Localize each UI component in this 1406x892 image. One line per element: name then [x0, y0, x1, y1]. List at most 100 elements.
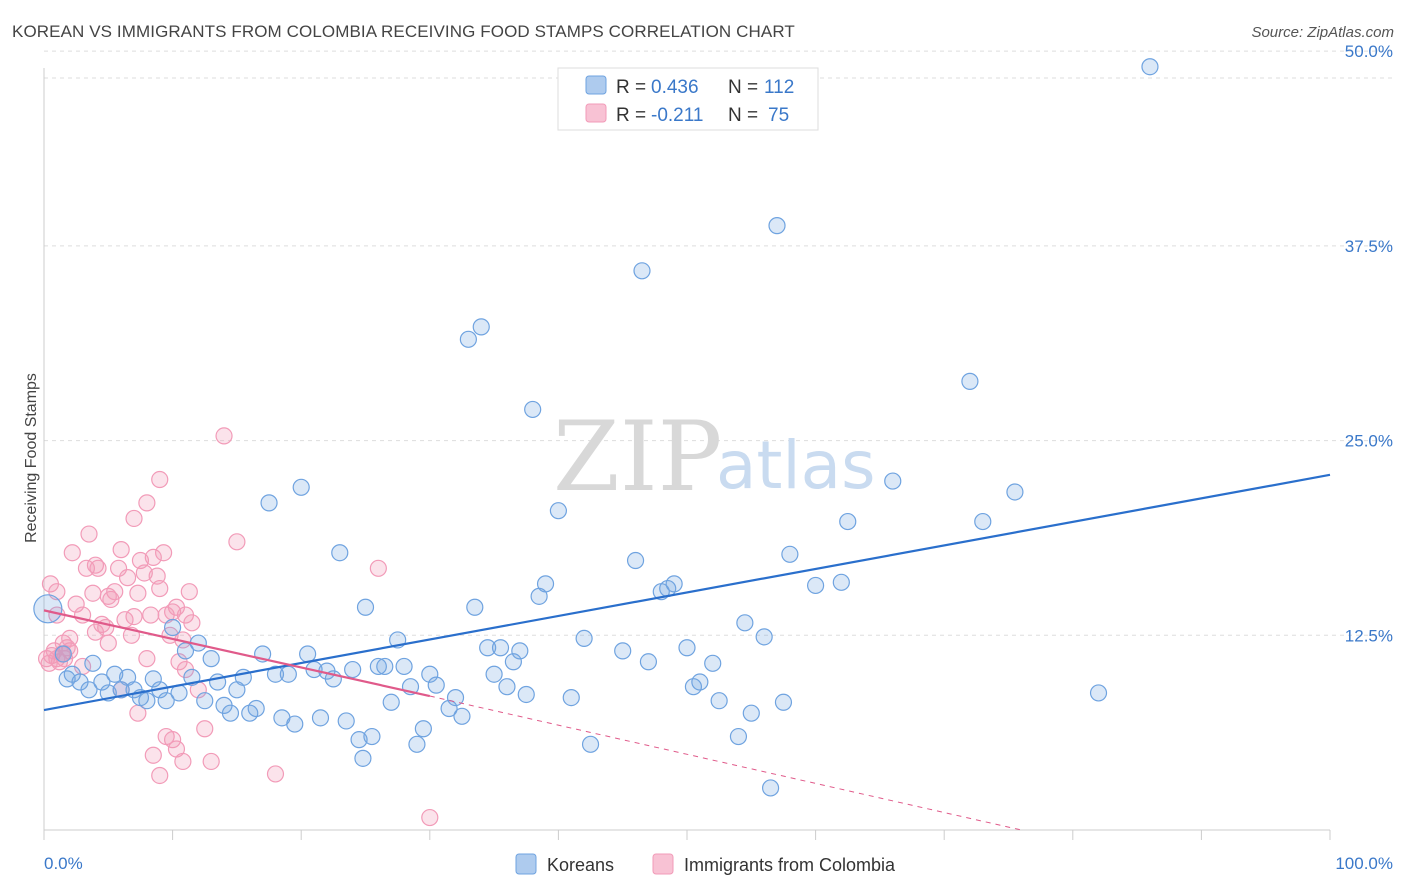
legend-swatch-koreans — [585, 75, 607, 95]
korean-point — [479, 639, 497, 657]
colombia-point — [112, 541, 130, 559]
colombia-point — [151, 766, 169, 785]
colombia-trend-extension — [429, 695, 1022, 831]
colombia-point — [61, 629, 79, 648]
colombia-point — [174, 752, 192, 771]
y-tick-label: 12.5% — [1345, 626, 1393, 645]
korean-point — [202, 650, 220, 668]
korean-point — [453, 707, 471, 725]
korean-point — [614, 642, 632, 660]
colombia-point — [183, 614, 201, 632]
korean-point — [498, 678, 516, 696]
legend-n-label-colombia: N = — [728, 105, 758, 126]
korean-point — [884, 472, 902, 490]
stats-legend: R = 0.436 N = 112 R = -0.211 N = 75 — [557, 67, 819, 131]
colombia-point — [144, 548, 162, 567]
korean-point — [164, 618, 182, 637]
korean-point — [247, 699, 265, 718]
colombia-point — [202, 752, 220, 771]
watermark-atlas: atlas — [716, 427, 876, 504]
colombia-point — [109, 559, 128, 577]
korean-point — [376, 657, 394, 676]
korean-point — [84, 654, 102, 672]
korean-point — [356, 598, 375, 616]
y-tick-label: 37.5% — [1345, 237, 1393, 256]
korean-point — [144, 670, 162, 688]
korean-point — [459, 330, 477, 348]
korean-point — [511, 642, 529, 660]
korean-point — [639, 653, 658, 671]
korean-point — [755, 628, 773, 646]
y-tick-label: 50.0% — [1345, 42, 1393, 61]
korean-point — [806, 576, 825, 595]
korean-point — [626, 551, 645, 570]
korean-point — [466, 598, 484, 616]
colombia-point — [164, 731, 182, 749]
colombia-point — [84, 584, 102, 602]
korean-point — [665, 575, 683, 593]
korean-point — [354, 749, 372, 767]
korean-point — [472, 318, 490, 336]
korean-point — [536, 575, 555, 593]
bottom-legend-label-koreans: Koreans — [547, 855, 614, 875]
korean-point — [279, 665, 297, 683]
korean-point — [266, 665, 285, 683]
korean-point — [961, 372, 979, 390]
colombia-point — [63, 544, 81, 562]
korean-point — [485, 665, 503, 683]
korean-point — [414, 720, 432, 738]
korean-trend-line — [43, 473, 1331, 712]
korean-point — [524, 400, 542, 419]
korean-point — [575, 629, 593, 648]
colombia-point — [369, 559, 387, 577]
colombia-point — [180, 583, 198, 601]
legend-n-value-colombia: 75 — [768, 105, 789, 126]
korean-point — [363, 727, 381, 746]
colombia-points — [37, 427, 439, 827]
colombia-point — [125, 509, 143, 528]
korean-point — [292, 478, 310, 496]
korean-point — [678, 639, 696, 657]
korean-point — [421, 665, 439, 683]
korean-point — [331, 544, 349, 562]
korean-point — [395, 657, 413, 676]
chart-source: Source: ZipAtlas.com — [1251, 24, 1394, 41]
korean-point — [196, 692, 214, 710]
korean-point — [736, 614, 754, 632]
korean-point — [549, 502, 568, 520]
korean-point — [1089, 684, 1108, 702]
korean-point — [768, 217, 786, 235]
x-tick-marks — [43, 830, 1331, 840]
y-axis-label: Receiving Food Stamps — [23, 373, 40, 543]
legend-r-label-koreans: R = — [616, 77, 646, 98]
korean-point — [221, 704, 240, 722]
korean-point — [157, 692, 175, 710]
korean-point — [974, 512, 992, 531]
colombia-point — [151, 470, 169, 489]
korean-point — [581, 735, 600, 753]
colombia-point — [89, 559, 107, 577]
colombia-point — [196, 720, 214, 738]
colombia-point — [102, 590, 120, 609]
colombia-point — [129, 584, 147, 602]
colombia-point — [215, 427, 233, 445]
korean-point — [408, 735, 426, 753]
bottom-legend-swatch-colombia — [652, 853, 674, 875]
korean-point — [58, 670, 76, 688]
colombia-point — [135, 564, 153, 582]
korean-point — [286, 715, 304, 733]
korean-point — [839, 512, 857, 531]
korean-point — [93, 673, 111, 691]
y-tick-labels: 12.5% 25.0% 37.5% 50.0% — [1345, 42, 1393, 645]
colombia-trend-line — [43, 609, 431, 698]
korean-point — [54, 645, 72, 663]
korean-point — [382, 693, 400, 711]
korean-point — [1141, 58, 1159, 76]
legend-n-value-koreans: 112 — [764, 77, 794, 98]
watermark: ZIP atlas — [553, 401, 876, 513]
grid-lines — [44, 50, 1392, 636]
korean-point — [446, 688, 465, 707]
korean-point — [729, 727, 748, 746]
legend-r-label-colombia: R = — [616, 105, 646, 126]
